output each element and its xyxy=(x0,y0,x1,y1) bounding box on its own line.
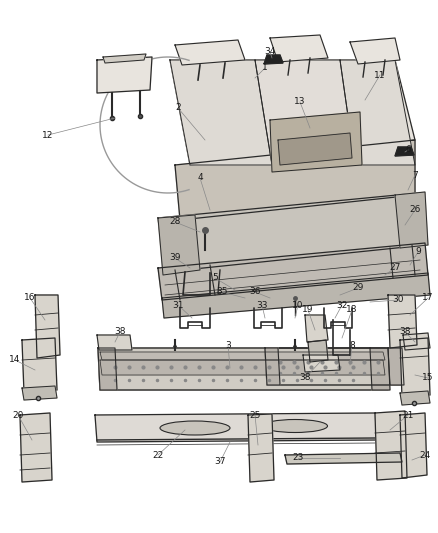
Text: 35: 35 xyxy=(216,287,228,296)
Polygon shape xyxy=(100,352,385,360)
Polygon shape xyxy=(278,133,352,165)
Polygon shape xyxy=(175,40,245,65)
Polygon shape xyxy=(103,54,146,63)
Polygon shape xyxy=(35,295,60,358)
Polygon shape xyxy=(158,243,428,300)
Polygon shape xyxy=(265,348,280,385)
Polygon shape xyxy=(100,360,385,375)
Text: 21: 21 xyxy=(403,410,413,419)
Text: 14: 14 xyxy=(9,356,21,365)
Text: 17: 17 xyxy=(422,294,434,303)
Polygon shape xyxy=(400,391,430,405)
Polygon shape xyxy=(95,413,377,442)
Ellipse shape xyxy=(160,421,230,435)
Text: 38: 38 xyxy=(399,327,411,336)
Text: 4: 4 xyxy=(197,174,203,182)
Text: 12: 12 xyxy=(42,131,54,140)
Text: 2: 2 xyxy=(175,103,181,112)
Text: 34: 34 xyxy=(264,47,276,56)
Polygon shape xyxy=(20,413,52,482)
Polygon shape xyxy=(22,338,57,393)
Text: 32: 32 xyxy=(336,301,348,310)
Text: 3: 3 xyxy=(225,341,231,350)
Ellipse shape xyxy=(262,419,328,432)
Text: 11: 11 xyxy=(374,70,386,79)
Polygon shape xyxy=(170,60,415,165)
Text: 20: 20 xyxy=(12,410,24,419)
Text: 7: 7 xyxy=(412,171,418,180)
Text: 16: 16 xyxy=(24,294,36,303)
Polygon shape xyxy=(375,411,407,480)
Text: 30: 30 xyxy=(392,295,404,304)
Polygon shape xyxy=(22,386,57,400)
Polygon shape xyxy=(270,35,328,62)
Text: 5: 5 xyxy=(212,273,218,282)
Polygon shape xyxy=(97,335,132,350)
Polygon shape xyxy=(175,140,415,220)
Polygon shape xyxy=(264,55,283,64)
Polygon shape xyxy=(303,355,340,372)
Polygon shape xyxy=(285,453,402,464)
Polygon shape xyxy=(388,295,417,348)
Text: 33: 33 xyxy=(256,301,268,310)
Polygon shape xyxy=(255,60,355,165)
Polygon shape xyxy=(270,112,362,172)
Text: 19: 19 xyxy=(302,305,314,314)
Text: 9: 9 xyxy=(415,247,421,256)
Polygon shape xyxy=(248,414,274,482)
Polygon shape xyxy=(158,193,425,272)
Text: 27: 27 xyxy=(389,263,401,272)
Polygon shape xyxy=(395,192,428,248)
Text: 26: 26 xyxy=(410,206,420,214)
Polygon shape xyxy=(265,348,402,385)
Polygon shape xyxy=(98,348,117,390)
Polygon shape xyxy=(370,348,390,390)
Text: 22: 22 xyxy=(152,450,164,459)
Polygon shape xyxy=(98,348,388,390)
Polygon shape xyxy=(340,60,415,165)
Text: 25: 25 xyxy=(249,410,261,419)
Text: 15: 15 xyxy=(422,374,434,383)
Text: 38: 38 xyxy=(299,374,311,383)
Polygon shape xyxy=(400,338,430,398)
Polygon shape xyxy=(388,348,404,385)
Polygon shape xyxy=(395,147,414,156)
Polygon shape xyxy=(400,413,427,478)
Polygon shape xyxy=(97,57,152,93)
Polygon shape xyxy=(162,273,430,318)
Text: 37: 37 xyxy=(214,457,226,466)
Polygon shape xyxy=(158,215,200,275)
Text: 28: 28 xyxy=(170,217,181,227)
Text: 39: 39 xyxy=(169,254,181,262)
Text: 36: 36 xyxy=(249,287,261,296)
Text: 8: 8 xyxy=(349,341,355,350)
Text: 29: 29 xyxy=(352,284,364,293)
Text: 10: 10 xyxy=(292,301,304,310)
Polygon shape xyxy=(350,38,400,64)
Polygon shape xyxy=(403,333,430,350)
Polygon shape xyxy=(170,60,272,165)
Text: 1: 1 xyxy=(262,63,268,72)
Text: 31: 31 xyxy=(172,301,184,310)
Text: 24: 24 xyxy=(419,450,431,459)
Text: 23: 23 xyxy=(292,454,304,463)
Polygon shape xyxy=(308,340,328,362)
Text: 38: 38 xyxy=(114,327,126,336)
Polygon shape xyxy=(305,315,328,342)
Text: 18: 18 xyxy=(346,305,358,314)
Text: 13: 13 xyxy=(294,98,306,107)
Text: 6: 6 xyxy=(405,146,411,155)
